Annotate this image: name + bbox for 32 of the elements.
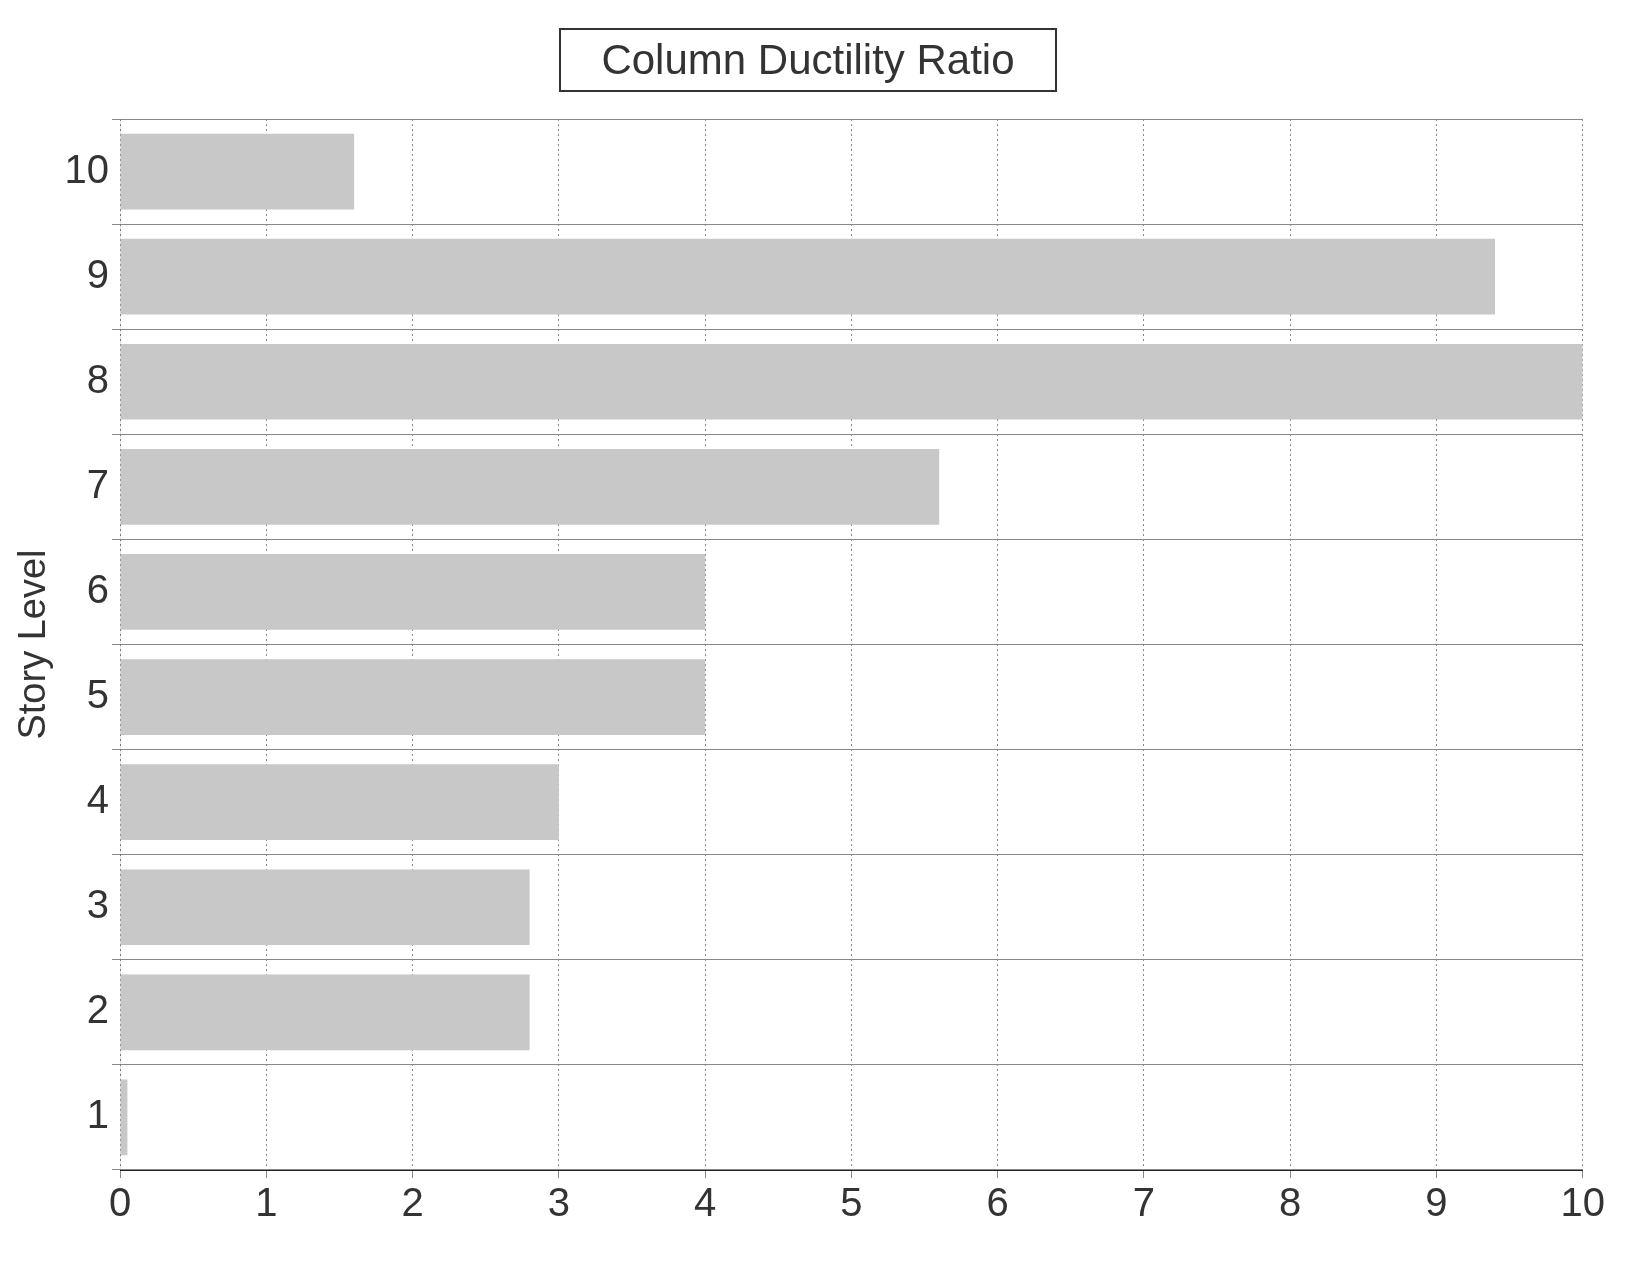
x-tick-label: 6	[986, 1180, 1009, 1225]
x-tick-label: 0	[108, 1180, 132, 1225]
y-tick-label: 9	[86, 251, 110, 296]
bar	[120, 554, 706, 630]
y-tick-label: 4	[86, 777, 110, 822]
chart-title: Column Ductility Ratio	[559, 28, 1057, 92]
x-tick-label: 3	[547, 1180, 571, 1225]
x-tick-label: 10	[1560, 1180, 1605, 1225]
x-tick-label: 2	[401, 1180, 424, 1225]
x-tick-label: 7	[1132, 1180, 1156, 1225]
bar	[120, 238, 1495, 315]
y-tick-label: 3	[86, 882, 110, 927]
bar	[120, 869, 530, 946]
x-tick-label: 4	[694, 1180, 717, 1225]
bar	[120, 659, 706, 735]
bar	[120, 343, 1583, 420]
y-tick-label: 5	[86, 672, 110, 717]
y-axis-title: Story Level	[11, 549, 54, 740]
bar	[120, 449, 940, 525]
x-tick-label: 1	[255, 1180, 278, 1225]
x-tick-label: 8	[1279, 1180, 1302, 1225]
y-tick-label: 8	[86, 356, 110, 401]
bar	[120, 974, 530, 1051]
y-tick-label: 1	[86, 1092, 110, 1137]
y-tick-label: 2	[86, 987, 110, 1032]
y-tick-label: 10	[64, 146, 110, 191]
x-tick-label: 9	[1425, 1180, 1448, 1225]
y-tick-label: 7	[86, 461, 110, 506]
x-tick-label: 5	[840, 1180, 863, 1225]
bar	[120, 133, 355, 210]
bar	[120, 764, 559, 840]
y-tick-label: 6	[86, 566, 110, 611]
